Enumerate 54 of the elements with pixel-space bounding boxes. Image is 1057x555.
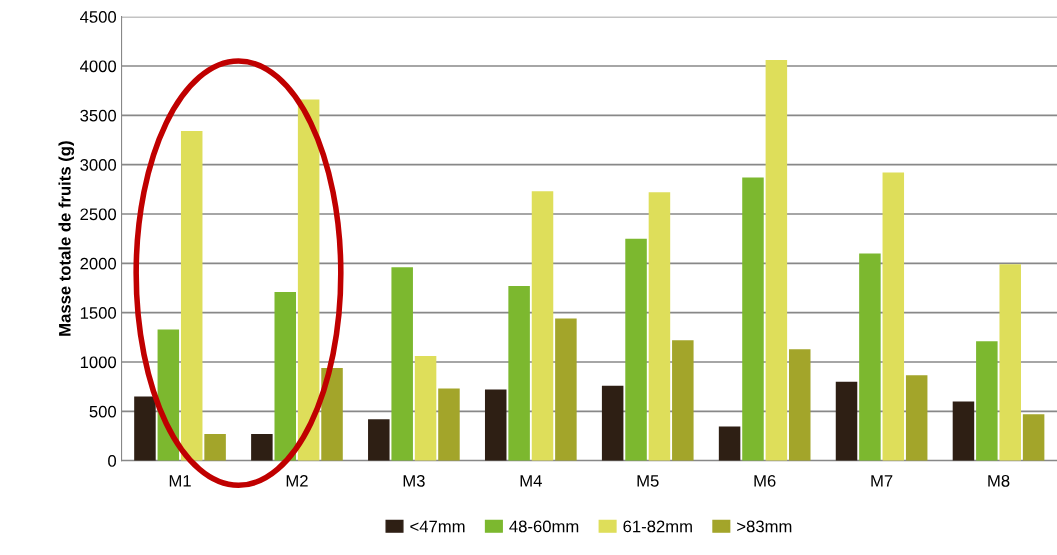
bar [555,318,577,461]
y-axis-title: Masse totale de fruits (g) [58,141,75,336]
bar [531,191,554,461]
x-tick-label: M5 [637,475,659,487]
y-tick-label: 0 [108,455,117,467]
bar [648,192,671,461]
bar [508,286,530,461]
bar [789,349,811,461]
y-tick-label: 4000 [80,60,117,73]
bar [976,341,998,461]
bar [204,434,226,461]
y-tick-label: 3000 [80,159,117,171]
bar [251,434,273,461]
bar [882,172,905,461]
bar [742,177,764,461]
bar [297,99,320,461]
bar [134,396,156,461]
x-tick-label: M4 [520,475,542,487]
y-tick-label: 2500 [80,208,117,221]
bar [718,426,741,461]
x-tick-label: M3 [403,474,425,487]
bar [672,340,694,461]
x-tick-label: M6 [754,474,776,487]
bar [905,375,928,461]
y-tick-label: 1500 [80,307,117,319]
bar [484,389,507,461]
bar [180,131,203,461]
bar [601,385,624,461]
y-tick-label: 2000 [80,257,117,270]
bar [952,401,975,461]
bar [321,367,343,461]
bar [625,238,647,461]
bar [835,381,858,461]
x-tick-label: M7 [871,475,893,487]
bar [274,291,297,461]
bar [1022,414,1045,461]
bar [999,264,1021,461]
legend-label: >83mm [737,520,792,533]
bar [414,356,437,461]
bar [859,253,881,461]
bar [391,267,413,461]
y-tick-label: 3500 [80,109,117,122]
y-tick-label: 4500 [80,11,117,23]
x-tick-label: M2 [286,474,308,487]
x-tick-label: M1 [169,475,191,487]
legend-label: 61-82mm [623,520,692,533]
x-tick-label: M8 [988,474,1010,487]
bar [368,419,390,461]
bar [765,60,788,461]
y-tick-label: 500 [89,405,117,418]
legend-label: 48-60mm [509,520,579,533]
y-tick-label: 1000 [80,356,117,369]
bar [438,388,460,461]
legend-label: <47mm [410,520,465,533]
